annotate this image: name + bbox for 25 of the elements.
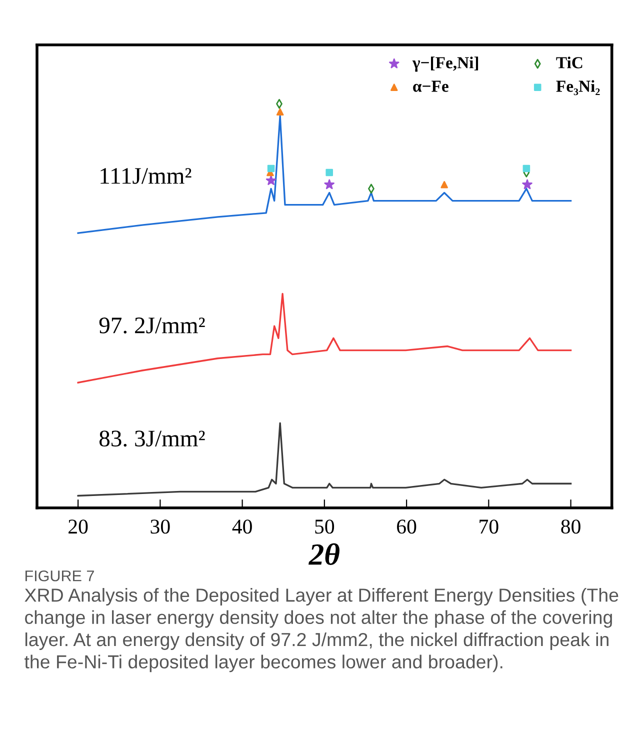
x-tick-label: 70 (480, 520, 498, 534)
point (267, 164, 275, 172)
series-label: 83. 3J/mm² (99, 430, 205, 447)
point (440, 181, 448, 188)
x-tick-label: 80 (561, 520, 580, 534)
point (266, 175, 276, 186)
x-tick-label: 30 (150, 520, 170, 534)
point (522, 179, 532, 190)
legend-label: α−Fe (413, 80, 448, 92)
point (522, 164, 530, 172)
point (326, 168, 333, 176)
x-tick-label: 60 (397, 520, 416, 534)
point (276, 108, 284, 116)
x-tick-label: 50 (315, 520, 334, 534)
legend-label: γ−[Fe,Ni] (412, 56, 478, 72)
x-tick-label: 40 (232, 520, 252, 534)
text: XRD Analysis of the Deposited Layer at Different Energy Densities (The change in laser energy density does not alter the phase of the covering layer. At an energy density of 97.2 J/mm2, the nickel diffraction peak in the Fe-Ni-Ti deposited layer becomes lower and broader). (24, 588, 618, 672)
series-label: 111J/mm² (100, 168, 192, 184)
point (324, 179, 334, 190)
x-axis-title: 2θ (308, 543, 340, 565)
legend-label: TiC (556, 56, 582, 68)
series-label: 97. 2J/mm² (99, 318, 205, 334)
caption: FIGURE 7 (25, 570, 94, 582)
legend-label: Fe₃Ni₂ (556, 80, 600, 96)
x-tick-label: 20 (68, 520, 88, 534)
